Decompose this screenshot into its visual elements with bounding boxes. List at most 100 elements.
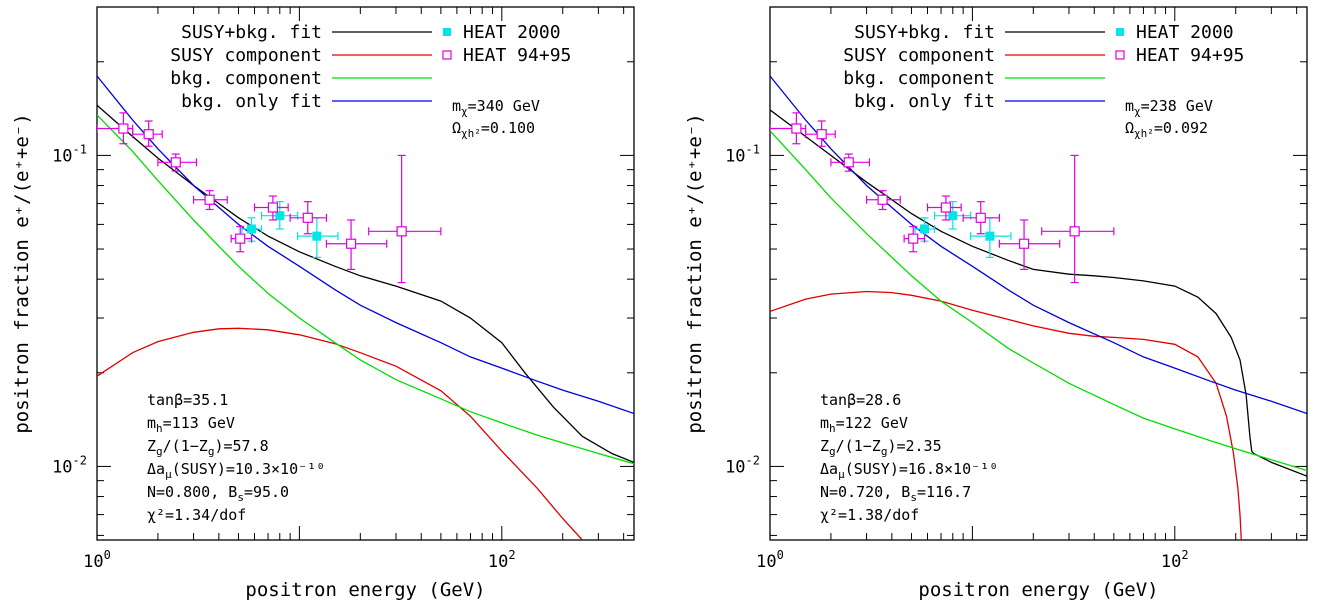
heat9495-data-point — [157, 153, 198, 172]
open-square-marker — [302, 212, 313, 223]
filled-square-marker — [948, 211, 958, 221]
annotation-parameters: mh​=122 GeV — [820, 414, 908, 435]
heat2000-data-point — [260, 201, 299, 230]
open-square-marker — [267, 202, 279, 213]
x-tick-label: 100 — [83, 548, 111, 572]
series-line-4 — [97, 75, 634, 415]
plot-frame — [96, 6, 635, 541]
x-axis-label: positron energy (GeV) — [918, 579, 1158, 601]
y-tick-label: 10-2 — [725, 453, 760, 477]
open-square-marker — [908, 233, 919, 244]
annotation-parameters: N=0.720, Bs​=116.7 — [820, 483, 971, 504]
heat9495-data-point — [325, 219, 388, 270]
annotation-parameters: N=0.800, Bs​=95.0 — [147, 483, 289, 504]
chart-panel-2: 100 102 10-2 10-1 positron energy (GeV) posit… — [684, 6, 1308, 601]
heat9495-data-point — [368, 154, 442, 284]
open-square-marker — [791, 123, 802, 134]
legend-label-4: bkg. only fit — [181, 91, 322, 112]
annotation-mass-relic: Ωχh²​=0.092 — [1125, 119, 1208, 140]
annotation-mass-relic: mχ​=238 GeV — [1125, 97, 1213, 118]
heat9495-data-point — [192, 190, 228, 211]
open-square-marker — [118, 123, 129, 134]
heat9495-data-point — [830, 153, 871, 172]
x-tick-label: 102 — [1161, 548, 1189, 572]
filled-square-marker — [920, 224, 930, 234]
plot-area — [97, 75, 634, 540]
y-axis-label: positron fraction e⁺/(e⁺+e⁻) — [11, 113, 33, 433]
heat9495-data-point — [97, 112, 134, 145]
annotation-mass-relic: mχ​=340 GeV — [452, 97, 540, 118]
open-square-marker — [1069, 226, 1080, 237]
y-tick-label: 10-1 — [725, 142, 760, 166]
annotation-parameters: χ²=1.34/dof — [147, 506, 246, 524]
legend-data-label-2: HEAT 94+95 — [1136, 45, 1244, 66]
open-square-marker — [877, 194, 888, 205]
heat9495-data-point — [132, 120, 163, 147]
open-square-marker — [235, 233, 246, 244]
heat9495-data-point — [770, 112, 807, 145]
heat9495-data-point — [230, 226, 253, 253]
legend-label-2: SUSY component — [170, 45, 322, 66]
plot-area — [770, 75, 1307, 540]
legend-data-label-1: HEAT 2000 — [1136, 22, 1234, 43]
open-square-marker — [345, 238, 357, 249]
heat2000-data-point — [933, 201, 972, 230]
open-square-marker — [396, 226, 407, 237]
heat2000-data-point — [970, 217, 1012, 258]
filled-square-marker — [275, 211, 285, 221]
series-line-2 — [770, 290, 1242, 540]
heat2000-data-point — [297, 217, 339, 258]
x-axis-label: positron energy (GeV) — [245, 579, 485, 601]
annotation-parameters: mh​=113 GeV — [147, 414, 235, 435]
legend-label-2: SUSY component — [843, 45, 995, 66]
annotation-mass-relic: Ωχh²​=0.100 — [452, 119, 535, 140]
open-square-marker — [143, 129, 154, 140]
series-line-3 — [770, 130, 1307, 472]
series-line-2 — [97, 327, 584, 540]
legend-label-3: bkg. component — [170, 68, 322, 89]
legend-label-4: bkg. only fit — [854, 91, 995, 112]
y-tick-label: 10-2 — [52, 453, 87, 477]
legend-label-1: SUSY+bkg. fit — [181, 22, 322, 43]
annotation-parameters: χ²=1.38/dof — [820, 506, 919, 524]
open-square-marker — [1018, 238, 1030, 249]
filled-square-marker — [985, 231, 995, 241]
annotation-parameters: Δaμ​(SUSY)=10.3×10⁻¹⁰ — [147, 460, 325, 481]
legend-marker-heat9495 — [442, 50, 452, 60]
filled-square-marker — [312, 231, 322, 241]
heat9495-data-point — [998, 219, 1061, 270]
heat9495-data-point — [289, 201, 328, 235]
annotation-parameters: Zg​/(1−Zg​)=57.8 — [147, 437, 269, 458]
open-square-marker — [843, 157, 854, 168]
legend-marker-heat9495 — [1115, 50, 1125, 60]
series-line-3 — [97, 114, 634, 465]
annotation-parameters: tanβ=35.1 — [147, 391, 228, 409]
open-square-marker — [204, 194, 215, 205]
legend-marker-heat2000 — [443, 28, 451, 36]
y-tick-label: 10-1 — [52, 142, 87, 166]
legend-marker-heat2000 — [1116, 28, 1124, 36]
x-tick-label: 102 — [488, 548, 516, 572]
heat9495-data-point — [865, 190, 901, 211]
legend-label-3: bkg. component — [843, 68, 995, 89]
x-tick-label: 100 — [756, 548, 784, 572]
legend-data-label-2: HEAT 94+95 — [463, 45, 571, 66]
open-square-marker — [170, 157, 181, 168]
open-square-marker — [816, 129, 827, 140]
annotation-parameters: Δaμ​(SUSY)=16.8×10⁻¹⁰ — [820, 460, 998, 481]
series-line-4 — [770, 75, 1307, 415]
y-axis-label: positron fraction e⁺/(e⁺+e⁻) — [684, 113, 706, 433]
heat9495-data-point — [962, 201, 1001, 235]
heat9495-data-point — [805, 120, 836, 147]
plot-frame — [769, 6, 1308, 541]
heat9495-data-point — [1041, 154, 1115, 284]
filled-square-marker — [247, 224, 257, 234]
annotation-parameters: Zg​/(1−Zg​)=2.35 — [820, 437, 942, 458]
heat9495-data-point — [903, 226, 926, 253]
annotation-parameters: tanβ=28.6 — [820, 391, 901, 409]
open-square-marker — [975, 212, 986, 223]
legend-label-1: SUSY+bkg. fit — [854, 22, 995, 43]
chart-panel-1: 100 102 10-2 10-1 positron energy (GeV) posit… — [11, 6, 635, 601]
legend-data-label-1: HEAT 2000 — [463, 22, 561, 43]
